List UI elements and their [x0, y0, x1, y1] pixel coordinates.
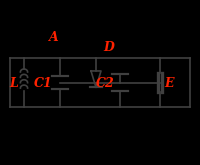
- Text: D: D: [104, 41, 114, 54]
- Text: C1: C1: [34, 77, 52, 90]
- Text: L: L: [10, 77, 18, 90]
- Text: A: A: [49, 32, 59, 44]
- Text: C2: C2: [96, 77, 114, 90]
- Text: E: E: [164, 77, 174, 90]
